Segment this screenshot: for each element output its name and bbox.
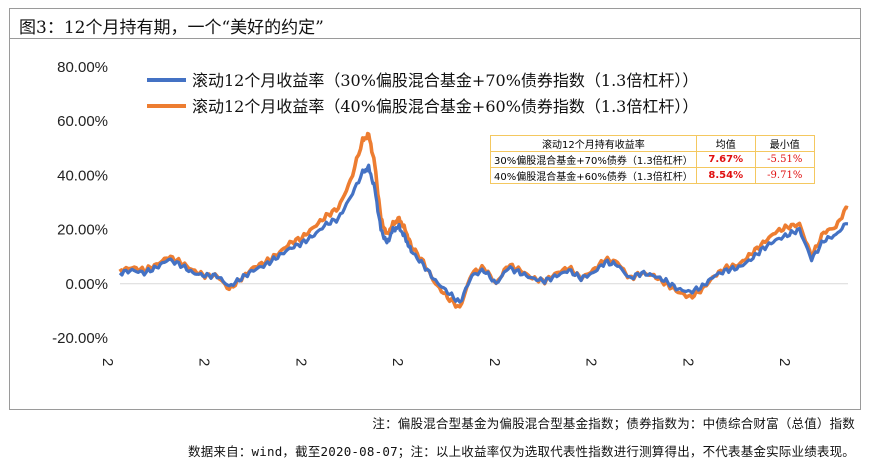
stats-row: 30%偏股混合基金+70%债券（1.3倍杠杆） 7.67% -5.51% [490,151,815,168]
stats-header-row: 滚动12个月持有收益率 均值 最小值 [490,135,815,152]
stats-header-min: 最小值 [754,135,815,152]
figure-frame [9,8,861,410]
x-tick-label: 2 [196,358,213,366]
stats-header-label: 滚动12个月持有收益率 [490,135,697,152]
stats-row-min: -5.51% [754,151,815,168]
x-tick-label: 2 [583,358,600,366]
stats-row: 40%偏股混合基金+60%债券（1.3倍杠杆） 8.54% -9.71% [490,167,815,184]
y-tick-label: 80.00% [57,59,108,76]
legend-label: 滚动12个月收益率（40%偏股混合基金+60%债券指数（1.3倍杠杆）） [192,97,698,116]
legend-label: 滚动12个月收益率（30%偏股混合基金+70%债券指数（1.3倍杠杆）） [192,71,698,90]
x-tick-label: 2 [486,358,503,366]
line-chart: -20.00% 0.00% 20.00% 40.00% 60.00% 80.00% 2 2 2 2… [52,59,849,366]
stats-row-label: 30%偏股混合基金+70%债券（1.3倍杠杆） [490,151,697,168]
y-tick-label: 0.00% [65,276,108,293]
stats-table: 滚动12个月持有收益率 均值 最小值 30%偏股混合基金+70%债券（1.3倍杠… [490,135,815,184]
figure-header: 图3：12个月持有期，一个“美好的约定” [9,8,861,39]
y-tick-label: 60.00% [57,113,108,130]
stats-row-min: -9.71% [754,167,815,184]
y-tick-label: 20.00% [57,222,108,239]
x-tick-label: 2 [292,358,309,366]
y-tick-label: -20.00% [52,330,108,347]
x-tick-label: 2 [776,358,793,366]
series-line [118,163,849,304]
y-tick-label: 40.00% [57,167,108,184]
stats-row-mean: 8.54% [695,167,756,184]
x-tick-label: 2 [389,358,406,366]
footnote-data-source: 数据来自：wind，截至2020-08-07；注：以上收益率仅为选取代表性指数进… [188,444,855,459]
footnote-index-definition: 注：偏股混合型基金为偏股混合型基金指数；债券指数为：中债综合财富（总值）指数 [372,416,855,431]
x-tick-label: 2 [679,358,696,366]
stats-row-label: 40%偏股混合基金+60%债券（1.3倍杠杆） [490,167,697,184]
stats-header-mean: 均值 [695,135,756,152]
x-tick-label: 2 [99,358,116,366]
stats-row-mean: 7.67% [695,151,756,168]
figure-title: 图3：12个月持有期，一个“美好的约定” [19,18,324,38]
